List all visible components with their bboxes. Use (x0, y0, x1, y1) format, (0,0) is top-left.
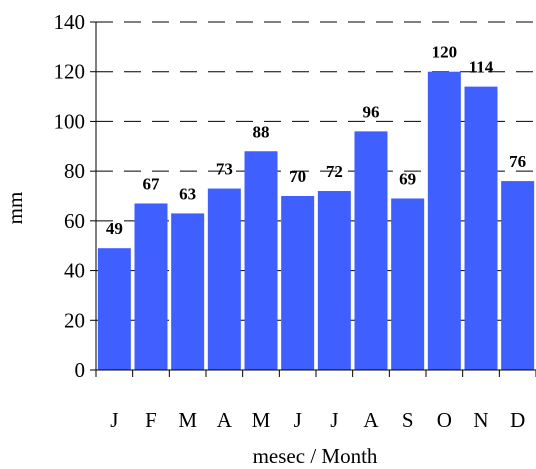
bar (171, 213, 205, 370)
axes (90, 21, 536, 377)
bar (134, 203, 168, 370)
bar (464, 86, 498, 370)
bar (427, 71, 461, 370)
x-tick-label: D (510, 408, 525, 432)
data-label: 69 (399, 169, 416, 188)
y-tick-label: 60 (64, 209, 85, 233)
y-tick-label: 120 (54, 60, 86, 84)
data-labels: 49 67 63 73 88 70 72 96 69 120 114 76 (106, 43, 526, 238)
data-label: 49 (106, 219, 123, 238)
bar (391, 198, 425, 370)
y-tick-label: 100 (54, 109, 86, 133)
x-tick-label: A (363, 408, 379, 432)
data-label: 73 (216, 160, 233, 179)
data-label: 120 (432, 43, 458, 62)
x-tick-label: N (473, 408, 488, 432)
data-label: 114 (469, 58, 494, 77)
x-tick-label: F (145, 408, 157, 432)
bar (281, 196, 315, 370)
gridlines (96, 21, 536, 321)
data-label: 88 (253, 122, 270, 141)
x-tick-label: J (294, 408, 302, 432)
bar (97, 248, 131, 370)
x-tick-label: A (217, 408, 233, 432)
x-tick-label: J (330, 408, 338, 432)
y-tick-labels: 0 20 40 60 80 100 120 140 (54, 10, 86, 382)
x-tick-label: M (252, 408, 271, 432)
bar (207, 188, 241, 370)
x-tick-label: M (178, 408, 197, 432)
data-label: 67 (143, 174, 161, 193)
data-label: 96 (363, 102, 380, 121)
bars (97, 71, 535, 370)
y-tick-label: 140 (54, 10, 86, 34)
data-label: 76 (509, 152, 526, 171)
y-tick-label: 0 (75, 358, 86, 382)
x-axis-title: mesec / Month (253, 444, 378, 468)
data-label: 63 (179, 184, 196, 203)
y-tick-label: 40 (64, 259, 85, 283)
y-axis-title: mm (3, 192, 27, 225)
x-tick-label: O (437, 408, 452, 432)
data-label: 72 (326, 162, 343, 181)
bar (354, 131, 388, 370)
x-tick-label: S (402, 408, 414, 432)
bar (501, 181, 535, 370)
y-tick-label: 80 (64, 159, 85, 183)
bar (244, 151, 278, 370)
y-tick-label: 20 (64, 308, 85, 332)
bar (317, 191, 351, 370)
data-label: 70 (289, 167, 306, 186)
x-tick-label: J (110, 408, 118, 432)
